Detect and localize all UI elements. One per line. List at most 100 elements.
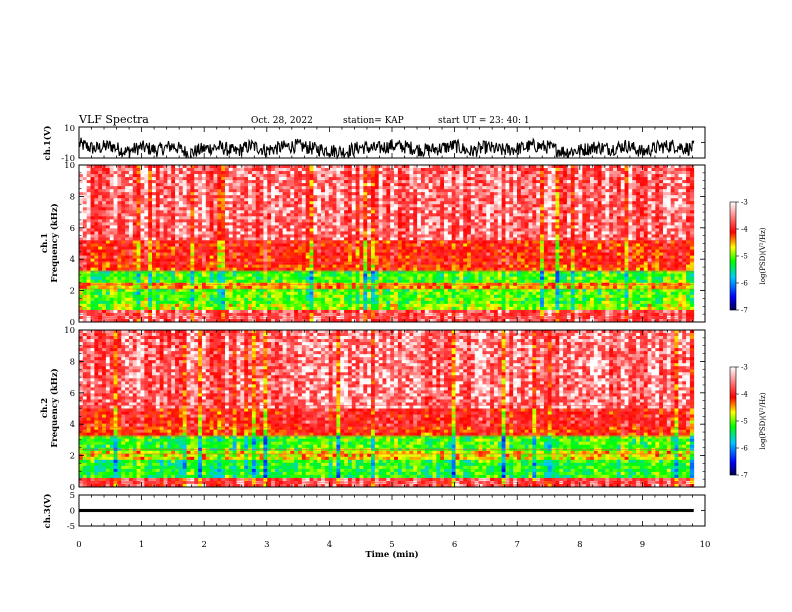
spectrogram-cell <box>686 189 691 193</box>
spectrogram-cell <box>639 198 645 202</box>
spectrogram-cell <box>678 186 683 190</box>
spectrogram-cell <box>136 189 141 193</box>
spectrogram-cell <box>117 237 122 241</box>
spectrogram-cell <box>682 171 687 175</box>
spectrogram-cell <box>351 189 357 193</box>
spectrogram-cell <box>628 225 633 229</box>
spectrogram-cell <box>490 225 495 229</box>
spectrogram-cell <box>451 171 456 175</box>
spectrogram-cell <box>605 213 610 217</box>
spectrogram-cell <box>405 231 410 235</box>
spectrogram-cell <box>655 219 660 223</box>
spectrogram-cell <box>444 168 449 172</box>
spectrogram-cell <box>175 207 180 211</box>
spectrogram-cell <box>344 171 349 175</box>
spectrogram-cell <box>171 252 176 256</box>
spectrogram-cell <box>290 192 295 196</box>
spectrogram-cell <box>566 192 572 196</box>
spectrogram-cell <box>344 234 349 238</box>
spectrogram-cell <box>225 189 230 193</box>
spectrogram-cell <box>455 237 460 241</box>
spectrogram-cell <box>209 249 214 253</box>
spectrogram-cell <box>409 219 414 223</box>
spectrogram-cell <box>140 192 145 196</box>
spectrogram-cell <box>159 243 164 247</box>
spectrogram-cell <box>175 189 180 193</box>
spectrogram-cell <box>566 207 572 211</box>
spectrogram-cell <box>420 171 426 175</box>
spectrogram-cell <box>251 219 257 223</box>
spectrogram-cell <box>682 165 687 169</box>
spectrogram-cell <box>486 177 491 181</box>
spectrogram-cell <box>109 198 114 202</box>
spectrogram-cell <box>282 165 287 169</box>
spectrogram-cell <box>628 210 633 214</box>
spectrogram-cell <box>244 165 249 169</box>
spectrogram-cell <box>159 234 164 238</box>
spectrogram-cell <box>609 210 614 214</box>
spectrogram-cell <box>444 195 449 199</box>
spectrogram-cell <box>305 192 310 196</box>
spectrogram-cell <box>344 225 349 229</box>
spectrogram-cell <box>228 252 234 256</box>
spectrogram-cell <box>240 255 245 259</box>
spectrogram-cell <box>647 174 652 178</box>
spectrogram-cell <box>328 174 333 178</box>
spectrogram-cell <box>639 207 645 211</box>
spectrogram-cell <box>632 234 637 238</box>
spectrogram-cell <box>286 183 291 187</box>
spectrogram-cell <box>570 165 576 169</box>
spectrogram-cell <box>470 195 476 199</box>
spectrogram-cell <box>467 210 472 214</box>
spectrogram-cell <box>324 255 330 259</box>
spectrogram-cell <box>267 183 272 187</box>
spectrogram-cell <box>643 201 649 205</box>
spectrogram-cell <box>321 183 326 187</box>
spectrogram-cell <box>543 213 549 217</box>
spectrogram-cell <box>520 165 526 169</box>
spectrogram-cell <box>209 177 214 181</box>
spectrogram-cell <box>659 201 664 205</box>
spectrogram-cell <box>463 246 468 250</box>
spectrogram-cell <box>267 180 272 184</box>
spectrogram-cell <box>659 240 664 244</box>
spectrogram-cell <box>267 213 272 217</box>
spectrogram-cell <box>332 216 337 220</box>
spectrogram-cell <box>609 174 614 178</box>
spectrogram-cell <box>643 171 649 175</box>
spectrogram-cell <box>167 255 172 259</box>
spectrogram-cell <box>486 237 491 241</box>
spectrogram-cell <box>136 222 141 226</box>
spectrogram-cell <box>167 234 172 238</box>
spectrogram-cell <box>121 213 126 217</box>
spectrogram-cell <box>305 246 310 250</box>
spectrogram-cell <box>132 240 138 244</box>
spectrogram-cell <box>467 168 472 172</box>
spectrogram-cell <box>620 204 625 208</box>
spectrogram-cell <box>574 231 579 235</box>
spectrogram-cell <box>524 231 529 235</box>
spectrogram-cell <box>163 228 168 232</box>
spectrogram-cell <box>182 219 187 223</box>
spectrogram-cell <box>82 183 88 187</box>
spectrogram-cell <box>509 198 514 202</box>
spectrogram-cell <box>240 243 245 247</box>
spectrogram-cell <box>620 243 625 247</box>
spectrogram-cell <box>486 174 491 178</box>
spectrogram-cell <box>674 249 679 253</box>
spectrogram-cell <box>94 255 99 259</box>
spectrogram-cell <box>470 180 476 184</box>
spectrogram-cell <box>540 222 545 226</box>
spectrogram-cell <box>432 216 437 220</box>
spectrogram-cell <box>478 171 483 175</box>
spectrogram-cell <box>532 180 537 184</box>
spectrogram-cell <box>605 189 610 193</box>
spectrogram-cell <box>474 234 479 238</box>
spectrogram-cell <box>182 189 187 193</box>
spectrogram-cell <box>390 198 395 202</box>
spectrogram-cell <box>639 243 645 247</box>
spectrogram-cell <box>194 216 199 220</box>
spectrogram-cell <box>359 249 364 253</box>
spectrogram-cell <box>455 180 460 184</box>
spectrogram-cell <box>532 249 537 253</box>
